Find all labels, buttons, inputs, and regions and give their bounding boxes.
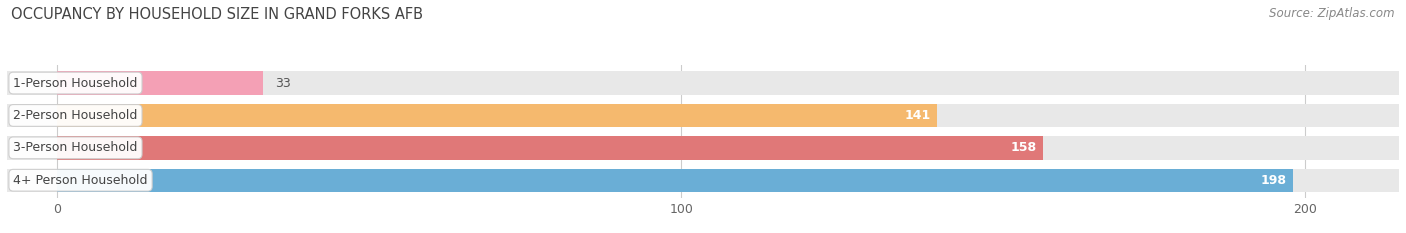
Text: 141: 141: [904, 109, 931, 122]
Text: Source: ZipAtlas.com: Source: ZipAtlas.com: [1270, 7, 1395, 20]
Bar: [7, 71, 1399, 95]
Text: 158: 158: [1011, 141, 1038, 154]
Text: 198: 198: [1261, 174, 1286, 187]
Bar: [7, 168, 1399, 192]
Text: OCCUPANCY BY HOUSEHOLD SIZE IN GRAND FORKS AFB: OCCUPANCY BY HOUSEHOLD SIZE IN GRAND FOR…: [11, 7, 423, 22]
Bar: [58, 168, 1294, 192]
Bar: [58, 104, 936, 127]
Text: 2-Person Household: 2-Person Household: [13, 109, 138, 122]
Text: 1-Person Household: 1-Person Household: [13, 77, 138, 89]
Bar: [7, 136, 1399, 160]
Text: 3-Person Household: 3-Person Household: [13, 141, 138, 154]
Bar: [58, 71, 263, 95]
Text: 33: 33: [276, 77, 291, 89]
Bar: [7, 104, 1399, 127]
Text: 4+ Person Household: 4+ Person Household: [13, 174, 148, 187]
Bar: [58, 136, 1043, 160]
